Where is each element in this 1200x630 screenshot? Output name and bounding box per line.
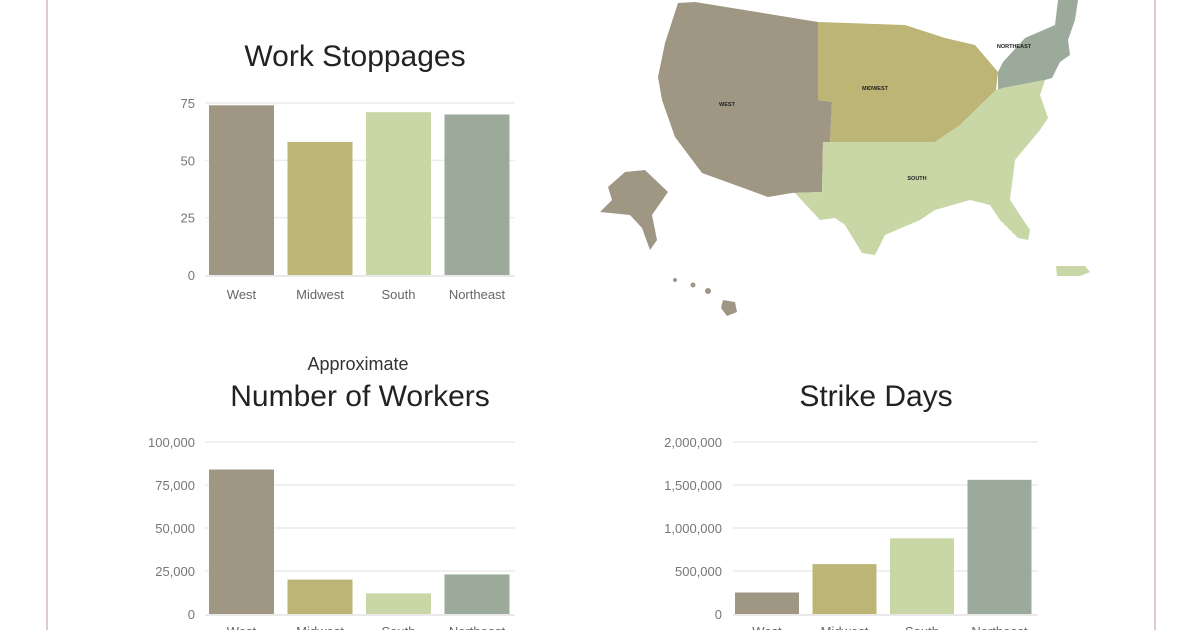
y-tick-label: 2,000,000 xyxy=(664,435,722,450)
region-northeast xyxy=(998,0,1078,90)
x-tick-label: Northeast xyxy=(971,624,1028,630)
map-label-midwest: MIDWEST xyxy=(862,86,889,92)
region-midwest xyxy=(818,22,998,142)
x-tick-label: South xyxy=(382,287,416,302)
map-label-northeast: NORTHEAST xyxy=(997,44,1032,50)
y-tick-label: 50 xyxy=(181,153,195,168)
x-tick-label: West xyxy=(752,624,782,630)
x-tick-label: West xyxy=(227,624,257,630)
region-puerto-rico xyxy=(1056,266,1090,276)
bar-south xyxy=(366,593,431,614)
x-tick-label: South xyxy=(905,624,939,630)
bar-west xyxy=(209,469,274,614)
chart-title: Number of Workers xyxy=(230,380,490,413)
y-tick-label: 1,000,000 xyxy=(664,521,722,536)
x-tick-label: Midwest xyxy=(296,287,344,302)
y-tick-label: 1,500,000 xyxy=(664,478,722,493)
x-tick-label: West xyxy=(227,287,257,302)
bar-northeast xyxy=(444,114,510,275)
y-tick-label: 50,000 xyxy=(155,521,195,536)
region-alaska xyxy=(600,170,668,250)
bar-northeast xyxy=(967,479,1032,614)
chart-title: Strike Days xyxy=(799,380,952,413)
map-label-south: SOUTH xyxy=(907,176,926,182)
y-tick-label: 75,000 xyxy=(155,478,195,493)
y-tick-label: 500,000 xyxy=(675,564,722,579)
x-tick-label: Midwest xyxy=(821,624,869,630)
chart-subtitle: Approximate xyxy=(307,354,408,374)
region-south xyxy=(795,80,1048,255)
y-tick-label: 100,000 xyxy=(148,435,195,450)
x-tick-label: South xyxy=(382,624,416,630)
x-tick-label: Midwest xyxy=(296,624,344,630)
y-tick-label: 0 xyxy=(715,607,722,622)
bar-northeast xyxy=(444,574,510,614)
us-regions-map: WEST MIDWEST NORTHEAST SOUTH xyxy=(600,0,1090,316)
x-tick-label: Northeast xyxy=(449,624,506,630)
y-tick-label: 75 xyxy=(181,96,195,111)
x-tick-label: Northeast xyxy=(449,287,506,302)
chart-number-of-workers: Approximate Number of Workers 0 25,000 50,… xyxy=(148,354,515,630)
chart-strike-days: Strike Days 0 500,000 1,000,000 1,500,000 2,… xyxy=(664,380,1038,630)
page-frame xyxy=(46,0,1156,630)
bar-midwest xyxy=(287,141,353,275)
chart-title: Work Stoppages xyxy=(244,40,465,73)
region-west xyxy=(658,2,832,197)
y-tick-label: 25,000 xyxy=(155,564,195,579)
bar-south xyxy=(366,112,431,275)
y-tick-label: 25 xyxy=(181,211,195,226)
bar-south xyxy=(890,538,954,614)
chart-work-stoppages: Work Stoppages 0 25 50 75 West Midwest South No… xyxy=(181,40,515,302)
y-tick-label: 0 xyxy=(188,268,195,283)
bar-midwest xyxy=(287,579,353,614)
bar-west xyxy=(735,592,799,614)
region-hawaii xyxy=(673,278,737,316)
bar-west xyxy=(209,105,274,275)
y-tick-label: 0 xyxy=(188,607,195,622)
bar-midwest xyxy=(812,564,877,614)
map-label-west: WEST xyxy=(719,102,736,108)
